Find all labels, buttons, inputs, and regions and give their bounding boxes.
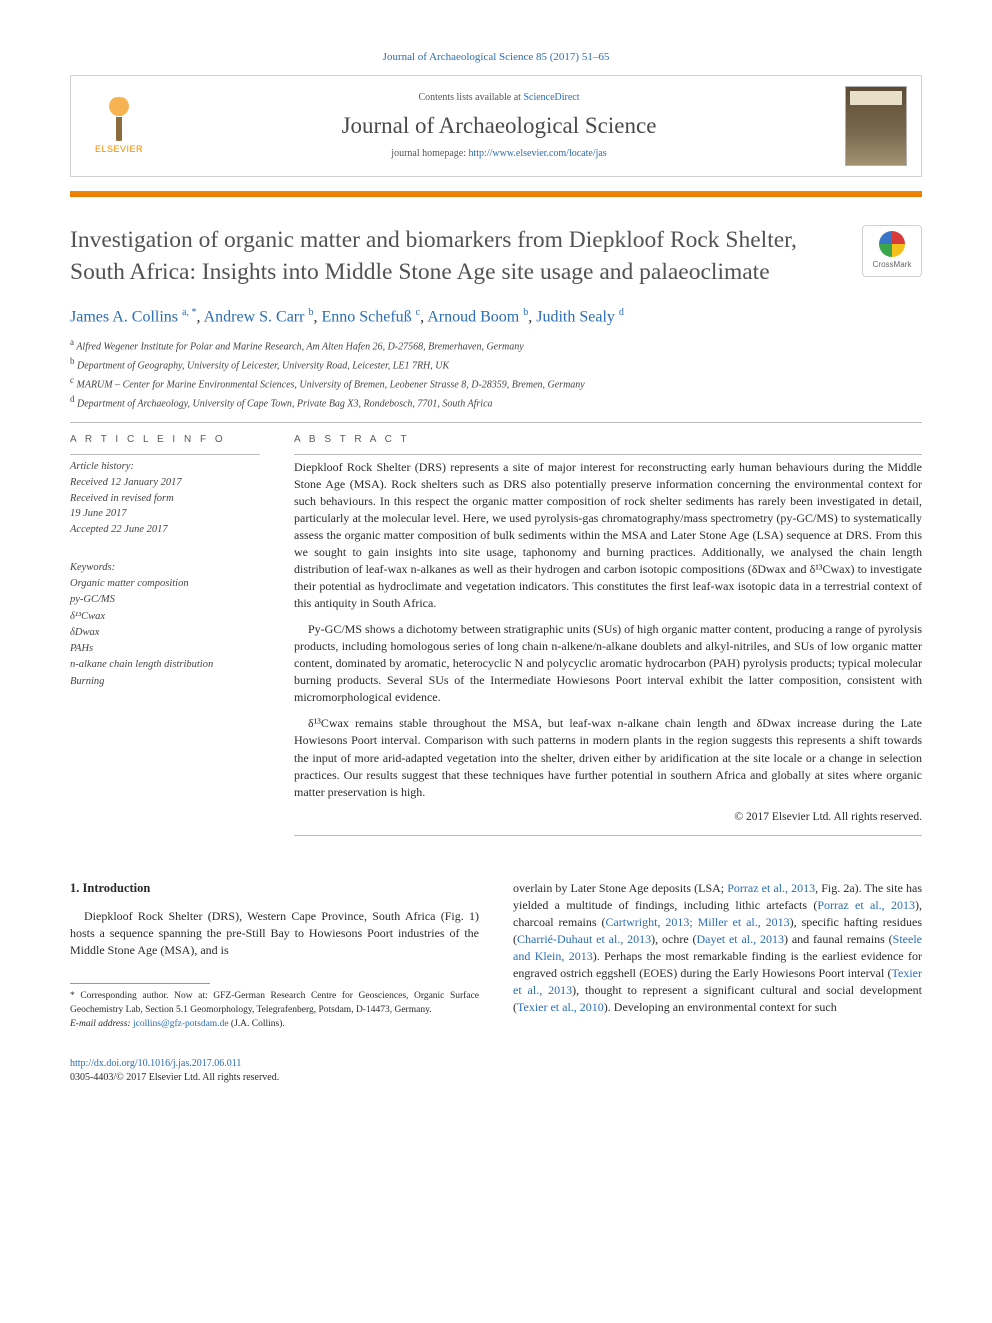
running-head: Journal of Archaeological Science 85 (20…: [70, 50, 922, 65]
affiliation: c MARUM – Center for Marine Environmenta…: [70, 374, 922, 393]
contents-prefix: Contents lists available at: [418, 92, 523, 103]
running-head-link[interactable]: Journal of Archaeological Science 85 (20…: [383, 51, 610, 63]
body-paragraph: Diepkloof Rock Shelter (DRS), Western Ca…: [70, 908, 479, 959]
corresponding-email-link[interactable]: jcollins@gfz-potsdam.de: [133, 1019, 229, 1029]
keyword: δDwax: [70, 625, 260, 641]
affiliation: b Department of Geography, University of…: [70, 355, 922, 374]
keywords-block: Keywords: Organic matter composition py-…: [70, 560, 260, 690]
journal-name: Journal of Archaeological Science: [167, 110, 831, 141]
email-label: E-mail address:: [70, 1019, 133, 1029]
page-footer: http://dx.doi.org/10.1016/j.jas.2017.06.…: [70, 1057, 922, 1084]
author-link[interactable]: Judith Sealy: [536, 309, 615, 326]
citation-link[interactable]: Cartwright, 2013; Miller et al., 2013: [605, 915, 789, 929]
elsevier-brand-text: ELSEVIER: [95, 143, 143, 155]
affiliation-list: a Alfred Wegener Institute for Polar and…: [70, 336, 922, 411]
citation-link[interactable]: Porraz et al., 2013: [817, 898, 915, 912]
abstract-paragraph: Diepkloof Rock Shelter (DRS) represents …: [294, 459, 922, 612]
divider: [70, 422, 922, 423]
masthead-center: Contents lists available at ScienceDirec…: [167, 91, 831, 161]
crossmark-label: CrossMark: [873, 260, 912, 271]
abstract-body: Diepkloof Rock Shelter (DRS) represents …: [294, 459, 922, 825]
elsevier-tree-icon: [97, 97, 141, 141]
citation-link[interactable]: Porraz et al., 2013: [727, 881, 815, 895]
email-footnote: E-mail address: jcollins@gfz-potsdam.de …: [70, 1018, 479, 1032]
body-paragraph: overlain by Later Stone Age deposits (LS…: [513, 880, 922, 1016]
author-affil-sup: d: [619, 307, 624, 318]
body-column-left: 1. Introduction Diepkloof Rock Shelter (…: [70, 880, 479, 1031]
history-label: Article history:: [70, 459, 260, 475]
sciencedirect-link[interactable]: ScienceDirect: [523, 92, 579, 103]
divider: [70, 454, 260, 455]
journal-cover-thumbnail: [845, 86, 907, 166]
author-list: James A. Collins a, *, Andrew S. Carr b,…: [70, 306, 922, 328]
citation-link[interactable]: Charrié-Duhaut et al., 2013: [517, 932, 651, 946]
issn-copyright: 0305-4403/© 2017 Elsevier Ltd. All right…: [70, 1071, 922, 1085]
author-affil-sup: a, *: [182, 307, 196, 318]
abstract-paragraph: Py-GC/MS shows a dichotomy between strat…: [294, 621, 922, 706]
masthead: ELSEVIER Contents lists available at Sci…: [70, 75, 922, 177]
article-info-heading: A R T I C L E I N F O: [70, 433, 260, 447]
author-affil-sup: c: [416, 307, 420, 318]
citation-link[interactable]: Texier et al., 2010: [517, 1000, 604, 1014]
citation-link[interactable]: Dayet et al., 2013: [696, 932, 784, 946]
homepage-prefix: journal homepage:: [391, 148, 468, 159]
journal-homepage-text: journal homepage: http://www.elsevier.co…: [167, 147, 831, 161]
keyword: δ¹³Cwax: [70, 609, 260, 625]
crossmark-icon: [879, 231, 905, 257]
author-affil-sup: b: [523, 307, 528, 318]
history-revised: Received in revised form: [70, 491, 260, 507]
history-accepted: Accepted 22 June 2017: [70, 522, 260, 538]
keyword: PAHs: [70, 641, 260, 657]
footnote-rule: [70, 983, 210, 984]
contents-available-text: Contents lists available at ScienceDirec…: [167, 91, 831, 105]
doi-link[interactable]: http://dx.doi.org/10.1016/j.jas.2017.06.…: [70, 1058, 241, 1069]
abstract-paragraph: δ¹³Cwax remains stable throughout the MS…: [294, 715, 922, 800]
body-column-right: overlain by Later Stone Age deposits (LS…: [513, 880, 922, 1031]
author-link[interactable]: Enno Schefuß: [321, 309, 411, 326]
keywords-label: Keywords:: [70, 560, 260, 576]
keyword: Organic matter composition: [70, 576, 260, 592]
affiliation: a Alfred Wegener Institute for Polar and…: [70, 336, 922, 355]
article-history: Article history: Received 12 January 201…: [70, 459, 260, 538]
author-link[interactable]: James A. Collins: [70, 309, 178, 326]
corresponding-author-footnote: * Corresponding author. Now at: GFZ-Germ…: [70, 990, 479, 1018]
paper-title: Investigation of organic matter and biom…: [70, 225, 848, 288]
journal-homepage-link[interactable]: http://www.elsevier.com/locate/jas: [469, 148, 607, 159]
keyword: Burning: [70, 674, 260, 690]
section-heading: 1. Introduction: [70, 880, 479, 898]
abstract-heading: A B S T R A C T: [294, 433, 922, 447]
affiliation: d Department of Archaeology, University …: [70, 393, 922, 412]
divider: [294, 454, 922, 455]
author-link[interactable]: Arnoud Boom: [427, 309, 519, 326]
divider: [294, 835, 922, 836]
orange-rule: [70, 191, 922, 197]
author-link[interactable]: Andrew S. Carr: [204, 309, 305, 326]
abstract-copyright: © 2017 Elsevier Ltd. All rights reserved…: [294, 810, 922, 826]
crossmark-badge[interactable]: CrossMark: [862, 225, 922, 277]
elsevier-logo: ELSEVIER: [85, 92, 153, 160]
author-affil-sup: b: [308, 307, 313, 318]
keyword: py-GC/MS: [70, 592, 260, 608]
keyword: n-alkane chain length distribution: [70, 657, 260, 673]
history-revised-date: 19 June 2017: [70, 506, 260, 522]
history-received: Received 12 January 2017: [70, 475, 260, 491]
